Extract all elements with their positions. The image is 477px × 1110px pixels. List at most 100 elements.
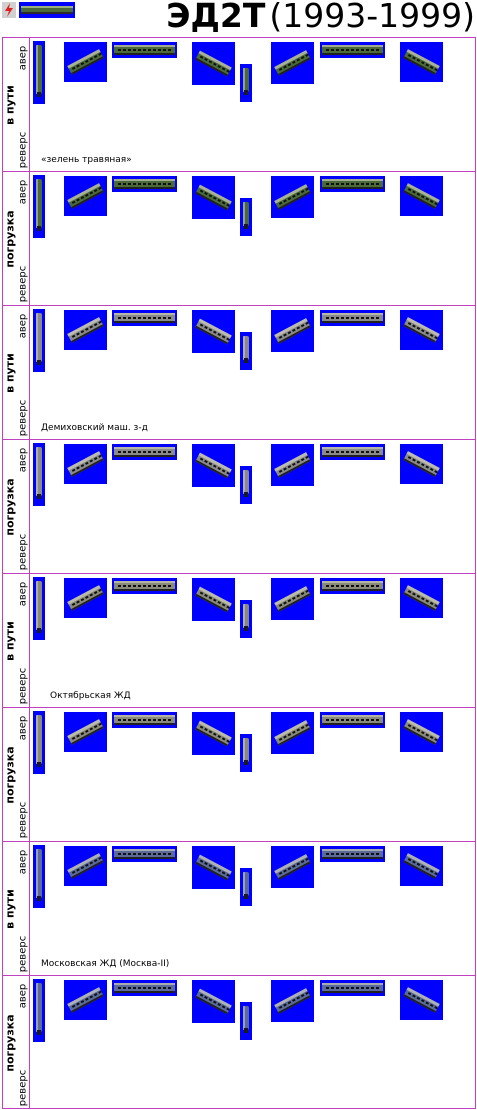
sprite-row: в пути авер реверс «зелень травяная» — [3, 38, 475, 172]
sprite-diagonal-se — [192, 310, 235, 353]
state-label-text: в пути — [3, 620, 17, 661]
revers-label: реверс — [16, 664, 29, 707]
sprite-side-view-rear — [320, 980, 385, 996]
sprite-diagonal-ne — [64, 42, 107, 82]
sprite-row: погрузка авер реверс — [3, 708, 475, 842]
revers-label-text: реверс — [17, 265, 28, 302]
sprite-row: в пути авер реверс Октябрьская ЖД — [3, 574, 475, 708]
sprite-vertical-front — [33, 577, 45, 640]
state-label: погрузка — [3, 976, 17, 1109]
revers-label-text: реверс — [17, 533, 28, 570]
avers-label: авер — [16, 38, 29, 78]
state-label: погрузка — [3, 440, 17, 573]
row-label-column: погрузка авер реверс — [3, 976, 30, 1109]
sprite-row: погрузка авер реверс — [3, 440, 475, 574]
revers-label: реверс — [16, 530, 29, 573]
revers-label: реверс — [16, 798, 29, 841]
header: ЭД2Т (1993-1999) — [0, 0, 477, 36]
sprite-diagonal-ne — [64, 980, 107, 1020]
livery-caption: Октябрьская ЖД — [50, 691, 131, 701]
lightning-icon — [2, 2, 16, 18]
sprite-row: в пути авер реверс Московская ЖД (Москва-II… — [3, 842, 475, 976]
sprite-side-view — [112, 980, 177, 996]
revers-label-text: реверс — [17, 935, 28, 972]
row-label-column: в пути авер реверс — [3, 38, 30, 171]
model-name: ЭД2Т — [166, 0, 266, 35]
sprite-side-view-rear — [320, 444, 385, 460]
state-label-text: в пути — [3, 352, 17, 393]
avers-label: авер — [16, 574, 29, 614]
sprite-diagonal-sw — [271, 176, 314, 218]
revers-label-text: реверс — [17, 1069, 28, 1106]
sprite-diagonal-nw — [400, 712, 443, 752]
avers-label: авер — [16, 440, 29, 480]
sprite-vertical-front — [33, 41, 45, 104]
sprite-vertical-front — [33, 309, 45, 372]
row-label-column: в пути авер реверс — [3, 306, 30, 439]
sprite-side-view-rear — [320, 42, 385, 58]
sprite-diagonal-ne — [64, 712, 107, 752]
revers-label-text: реверс — [17, 667, 28, 704]
sprite-diagonal-sw — [271, 980, 314, 1022]
sprite-diagonal-ne — [64, 310, 107, 350]
sprite-side-view — [112, 176, 177, 192]
revers-label-text: реверс — [17, 399, 28, 436]
sprite-side-view-rear — [320, 310, 385, 326]
revers-label-text: реверс — [17, 801, 28, 838]
row-label-column: погрузка авер реверс — [3, 708, 30, 841]
row-label-column: погрузка авер реверс — [3, 440, 30, 573]
avers-label-text: авер — [17, 715, 28, 741]
sprite-side-view-rear — [320, 712, 385, 728]
sprite-side-view-rear — [320, 846, 385, 862]
avers-label: авер — [16, 172, 29, 212]
state-label-text: в пути — [3, 84, 17, 125]
revers-label: реверс — [16, 128, 29, 171]
avers-label-text: авер — [17, 581, 28, 607]
years-range: (1993-1999) — [269, 0, 475, 35]
sprite-diagonal-se — [192, 176, 235, 219]
sprite-diagonal-nw — [400, 980, 443, 1020]
avers-label-text: авер — [17, 45, 28, 71]
revers-label: реверс — [16, 262, 29, 305]
livery-caption: «зелень травяная» — [41, 155, 132, 165]
sprite-side-view — [112, 310, 177, 326]
sprite-side-view — [112, 712, 177, 728]
sprite-diagonal-nw — [400, 310, 443, 350]
row-label-column: погрузка авер реверс — [3, 172, 30, 305]
state-label-text: погрузка — [3, 209, 17, 268]
avers-label-text: авер — [17, 849, 28, 875]
page-title: ЭД2Т (1993-1999) — [166, 0, 475, 36]
sprite-diagonal-se — [192, 980, 235, 1023]
revers-label-text: реверс — [17, 131, 28, 168]
avers-label-text: авер — [17, 447, 28, 473]
sprite-side-view — [112, 578, 177, 594]
sprite-table: в пути авер реверс «зелень травяная» погрузк… — [2, 37, 476, 1109]
sprite-vertical-rear — [240, 600, 252, 638]
state-label-text: в пути — [3, 888, 17, 929]
sprite-diagonal-se — [192, 846, 235, 889]
avers-label: авер — [16, 306, 29, 346]
livery-caption: Московская ЖД (Москва-II) — [41, 959, 170, 969]
sprite-diagonal-sw — [271, 310, 314, 352]
sprite-vertical-front — [33, 711, 45, 774]
state-label: погрузка — [3, 172, 17, 305]
livery-caption: Демиховский маш. з-д — [41, 423, 148, 433]
sprite-side-view — [112, 42, 177, 58]
sprite-diagonal-nw — [400, 846, 443, 886]
sprite-vertical-rear — [240, 332, 252, 370]
sprite-diagonal-nw — [400, 444, 443, 484]
sprite-vertical-rear — [240, 466, 252, 504]
sprite-diagonal-sw — [271, 846, 314, 888]
state-label: в пути — [3, 574, 17, 707]
avers-label: авер — [16, 708, 29, 748]
state-label-text: погрузка — [3, 745, 17, 804]
row-label-column: в пути авер реверс — [3, 842, 30, 975]
sprite-diagonal-nw — [400, 578, 443, 618]
sprite-vertical-front — [33, 443, 45, 506]
state-label-text: погрузка — [3, 477, 17, 536]
sprite-row: погрузка авер реверс — [3, 976, 475, 1110]
state-label: в пути — [3, 306, 17, 439]
avers-label: авер — [16, 976, 29, 1016]
sprite-diagonal-sw — [271, 578, 314, 620]
sprite-diagonal-se — [192, 444, 235, 487]
